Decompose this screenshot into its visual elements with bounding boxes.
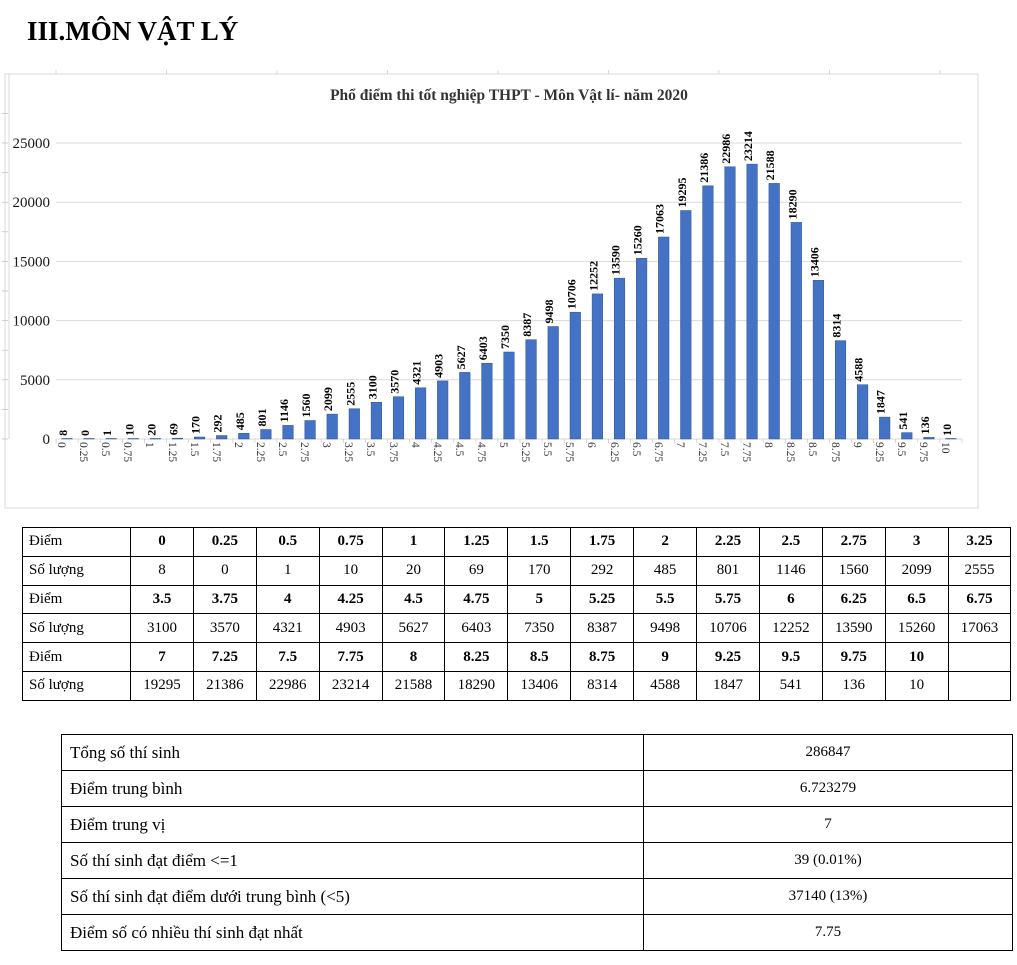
svg-text:13406: 13406 bbox=[807, 247, 821, 277]
svg-text:10: 10 bbox=[122, 424, 136, 436]
svg-text:3570: 3570 bbox=[388, 370, 402, 394]
svg-text:136: 136 bbox=[918, 416, 932, 434]
svg-text:1560: 1560 bbox=[299, 394, 313, 418]
svg-text:13590: 13590 bbox=[609, 245, 623, 275]
svg-text:6403: 6403 bbox=[476, 336, 490, 360]
svg-text:170: 170 bbox=[189, 416, 203, 434]
svg-text:15000: 15000 bbox=[13, 254, 51, 270]
svg-text:17063: 17063 bbox=[653, 204, 667, 234]
svg-text:19295: 19295 bbox=[675, 178, 689, 208]
svg-text:4588: 4588 bbox=[852, 358, 866, 382]
svg-text:Phổ điểm thi tốt nghiệp THPT -: Phổ điểm thi tốt nghiệp THPT - Môn Vật l… bbox=[330, 87, 688, 104]
svg-text:25000: 25000 bbox=[13, 136, 51, 152]
svg-text:1: 1 bbox=[100, 430, 114, 436]
svg-text:9498: 9498 bbox=[542, 300, 556, 324]
svg-text:21588: 21588 bbox=[763, 150, 777, 180]
svg-text:0: 0 bbox=[78, 430, 92, 436]
svg-text:69: 69 bbox=[167, 423, 181, 435]
svg-text:8314: 8314 bbox=[830, 314, 844, 338]
svg-text:12252: 12252 bbox=[586, 261, 600, 291]
svg-text:541: 541 bbox=[896, 412, 910, 430]
svg-text:2555: 2555 bbox=[343, 382, 357, 406]
svg-text:292: 292 bbox=[211, 415, 225, 433]
svg-text:18290: 18290 bbox=[785, 189, 799, 219]
svg-text:3100: 3100 bbox=[365, 375, 379, 399]
svg-text:10706: 10706 bbox=[564, 279, 578, 309]
svg-text:22986: 22986 bbox=[719, 134, 733, 164]
svg-text:0: 0 bbox=[43, 432, 51, 448]
svg-text:4321: 4321 bbox=[410, 361, 424, 385]
svg-text:4903: 4903 bbox=[432, 354, 446, 378]
svg-text:10: 10 bbox=[940, 424, 954, 436]
svg-text:21386: 21386 bbox=[697, 153, 711, 183]
svg-text:5000: 5000 bbox=[20, 373, 50, 389]
svg-text:485: 485 bbox=[233, 412, 247, 430]
svg-text:20: 20 bbox=[144, 424, 158, 436]
svg-text:7350: 7350 bbox=[498, 325, 512, 349]
svg-text:15260: 15260 bbox=[631, 225, 645, 255]
svg-text:1847: 1847 bbox=[874, 390, 888, 414]
svg-text:20000: 20000 bbox=[13, 195, 51, 211]
svg-text:2099: 2099 bbox=[321, 387, 335, 411]
svg-text:801: 801 bbox=[255, 409, 269, 427]
svg-text:10000: 10000 bbox=[13, 314, 51, 330]
svg-text:5627: 5627 bbox=[454, 345, 468, 369]
svg-text:8387: 8387 bbox=[520, 313, 534, 337]
svg-text:1146: 1146 bbox=[277, 399, 291, 422]
svg-text:23214: 23214 bbox=[741, 131, 755, 161]
svg-text:8: 8 bbox=[56, 430, 70, 436]
